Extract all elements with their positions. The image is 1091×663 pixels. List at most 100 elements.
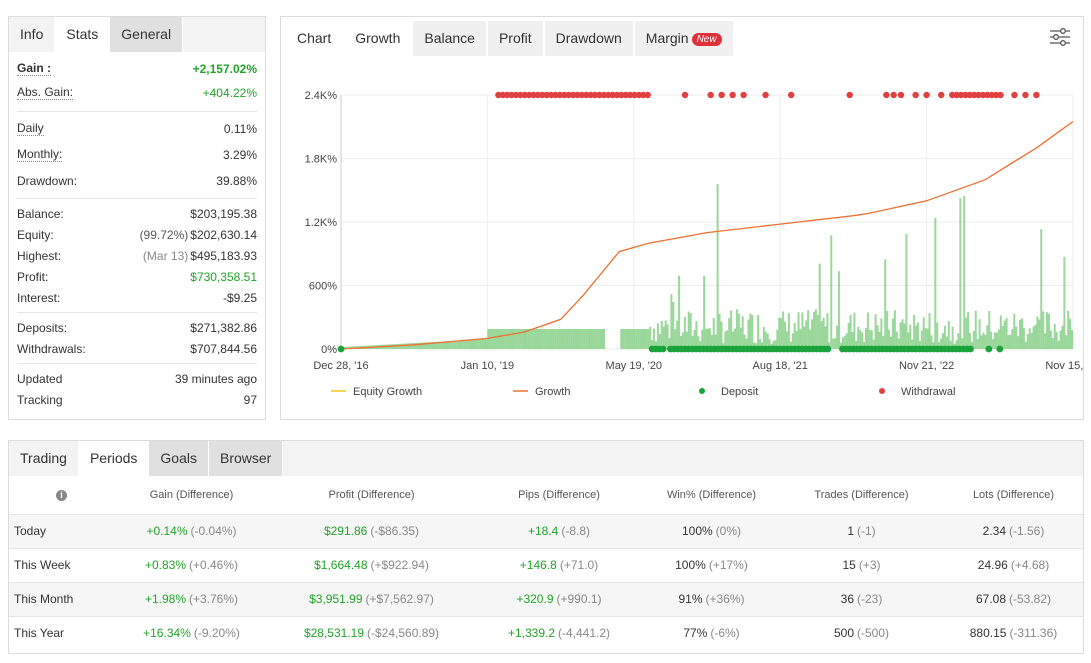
bar [928, 312, 931, 349]
bar [549, 329, 552, 349]
bar [972, 331, 975, 349]
bar [653, 328, 656, 349]
equity-value: $202,630.14 [190, 227, 257, 242]
abs-gain-value: +404.22% [202, 86, 257, 100]
tab-balance[interactable]: Balance [413, 21, 486, 56]
bar [516, 329, 519, 349]
bar [880, 318, 883, 349]
bar [497, 329, 500, 349]
bar [631, 329, 634, 349]
monthly-label[interactable]: Monthly: [17, 147, 63, 162]
gain-label[interactable]: Gain : [17, 60, 52, 76]
tab-growth[interactable]: Growth [344, 21, 412, 56]
bar [930, 335, 933, 349]
withdrawal-dot [517, 91, 524, 99]
abs-gain-label[interactable]: Abs. Gain: [17, 85, 74, 100]
withdrawal-dot [578, 91, 586, 99]
withdrawal-dot [953, 91, 960, 99]
bar [564, 329, 567, 349]
daily-label[interactable]: Daily [17, 121, 44, 136]
table-row: This Week +0.83% (+0.46%) $1,664.48 (+$922.9… [9, 547, 1083, 582]
periods-header-row: i Gain (Difference) Profit (Difference) … [9, 476, 1083, 514]
bar [660, 320, 663, 349]
bar [847, 323, 850, 349]
withdrawal-dot [992, 91, 1000, 99]
tab-general[interactable]: General [110, 17, 184, 52]
bar [550, 329, 553, 349]
bar [897, 338, 900, 349]
bar [448, 341, 451, 349]
legend-label: Growth [535, 386, 570, 398]
bar [626, 329, 629, 349]
bar [602, 329, 605, 349]
growth-chart: 0% 600% 1.2K% 1.8K% 2.4K% Dec 28, '16 Jan 10, … [305, 90, 1083, 398]
bar [1013, 313, 1016, 349]
bar [433, 341, 436, 349]
period-trades-diff: (-1) [857, 524, 876, 538]
bar [963, 195, 966, 349]
periods-table: i Gain (Difference) Profit (Difference) … [9, 476, 1083, 650]
withdrawal-dot [718, 91, 725, 99]
bar [1024, 341, 1027, 349]
filter-settings-icon[interactable] [1049, 26, 1071, 48]
tab-stats[interactable]: Stats [55, 17, 111, 52]
bar [999, 315, 1002, 349]
bar [890, 336, 892, 349]
tab-profit[interactable]: Profit [487, 21, 543, 56]
tab-margin[interactable]: Margin New [634, 21, 733, 56]
withdrawal-dot [975, 91, 982, 99]
tab-periods[interactable]: Periods [78, 441, 150, 476]
bar [997, 329, 1000, 349]
tracking-label: Tracking [17, 392, 63, 407]
bar [853, 312, 856, 349]
withdrawal-dot [984, 91, 991, 99]
bar [811, 319, 814, 349]
bar [577, 329, 580, 349]
withdrawal-dot [521, 91, 528, 99]
withdrawals-row: Withdrawals: $707,844.56 [17, 338, 257, 359]
tab-info[interactable]: Info [9, 17, 56, 52]
bar [429, 342, 432, 349]
deposits-value: $271,382.86 [190, 320, 257, 335]
chart-title-tab[interactable]: Chart [286, 21, 343, 56]
tab-browser[interactable]: Browser [209, 441, 284, 476]
bar [645, 329, 648, 349]
bar [441, 341, 444, 349]
profit-label: Profit: [17, 269, 49, 284]
bar [508, 329, 511, 349]
bar [458, 340, 461, 349]
period-gain-diff: (-9.20%) [193, 626, 240, 641]
period-lots: 880.15 [969, 626, 1007, 641]
deposit-dot [967, 345, 974, 353]
tab-goals[interactable]: Goals [149, 441, 209, 476]
bar [649, 326, 652, 349]
tab-trading[interactable]: Trading [9, 441, 79, 476]
period-trades: 500 [833, 626, 854, 641]
bar [344, 346, 347, 349]
bar [782, 311, 785, 349]
period-pips: +320.9 [516, 592, 554, 606]
bar [456, 340, 459, 349]
withdrawal-dot [565, 91, 572, 99]
bar [419, 342, 422, 349]
tab-drawdown[interactable]: Drawdown [544, 21, 633, 56]
bar [1009, 335, 1012, 349]
bar [479, 339, 482, 349]
bar [529, 329, 532, 349]
withdrawal-dot [543, 91, 550, 99]
bar [462, 340, 465, 349]
bar [820, 321, 823, 349]
bar [518, 329, 521, 349]
info-icon[interactable]: i [56, 489, 67, 501]
bar [816, 314, 819, 349]
bar [824, 326, 827, 349]
bar [851, 331, 854, 349]
period-win-diff: (+36%) [705, 592, 745, 606]
bar [872, 339, 875, 349]
bar [1022, 328, 1025, 349]
bar [703, 275, 706, 349]
withdrawal-dot [897, 91, 905, 99]
period-gain-diff: (-0.04%) [190, 524, 237, 538]
bar [920, 330, 923, 349]
bar [762, 326, 765, 349]
